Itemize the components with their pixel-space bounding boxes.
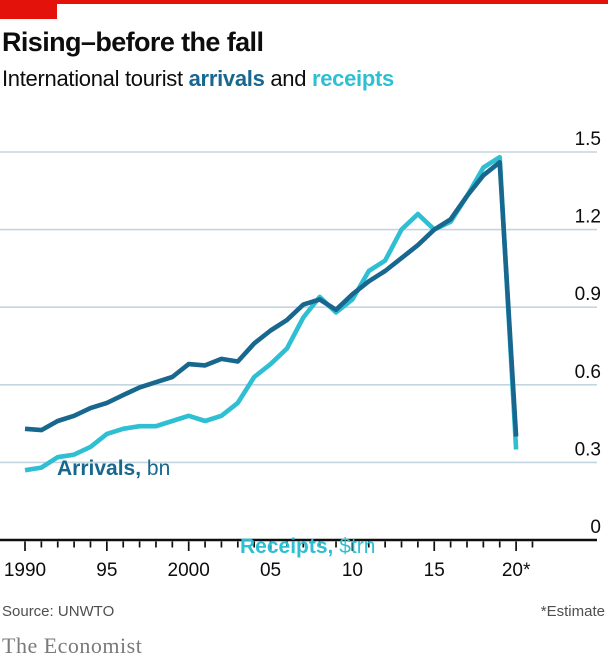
chart-area: 0 0.3 0.6 0.9 1.2 1.5 1990 95 2000 05 10 15 20* Arri… <box>0 120 608 590</box>
y-axis-label: 0.3 <box>575 439 601 460</box>
arrivals-label-bold: Arrivals, <box>57 457 142 480</box>
x-axis-label: 95 <box>96 560 117 581</box>
x-axis-label: 10 <box>342 560 363 581</box>
arrivals-line <box>24 159 519 437</box>
subtitle-receipts-word: receipts <box>311 66 394 91</box>
receipts-label-bold: Receipts, <box>240 535 334 558</box>
masthead-top-rule <box>0 0 608 4</box>
x-axis-label: 05 <box>260 560 281 581</box>
subtitle-mid: and <box>264 66 312 91</box>
arrivals-label-unit: bn <box>141 457 171 480</box>
source-note: Source: UNWTO <box>2 603 115 620</box>
y-axis-label: 0.9 <box>575 284 601 305</box>
page-title: Rising–before the fall <box>2 27 264 57</box>
y-axis-label: 1.5 <box>575 129 601 150</box>
subtitle-arrivals-word: arrivals <box>188 66 265 91</box>
receipts-label-unit: $trn <box>333 535 376 558</box>
x-axis-label: 20* <box>502 560 531 581</box>
y-axis-label: 0.6 <box>575 362 601 383</box>
masthead-red-tab <box>0 0 57 19</box>
chart-subtitle: International tourist arrivals and recei… <box>2 66 394 92</box>
estimate-footnote: *Estimate <box>540 603 605 620</box>
receipts-series-label: Receipts, $trn <box>240 535 375 559</box>
arrivals-series-label: Arrivals, bn <box>57 457 170 481</box>
x-axis-label: 1990 <box>4 560 46 581</box>
receipts-line <box>24 154 519 473</box>
y-axis-label: 0 <box>590 517 601 538</box>
line-chart: 0 0.3 0.6 0.9 1.2 1.5 1990 95 2000 05 10 15 20* <box>0 129 601 581</box>
publication-wordmark: The Economist <box>2 633 143 658</box>
x-axis-label: 15 <box>424 560 445 581</box>
x-axis-label: 2000 <box>168 560 210 581</box>
y-axis-label: 1.2 <box>575 207 601 228</box>
subtitle-prefix: International tourist <box>2 66 189 91</box>
